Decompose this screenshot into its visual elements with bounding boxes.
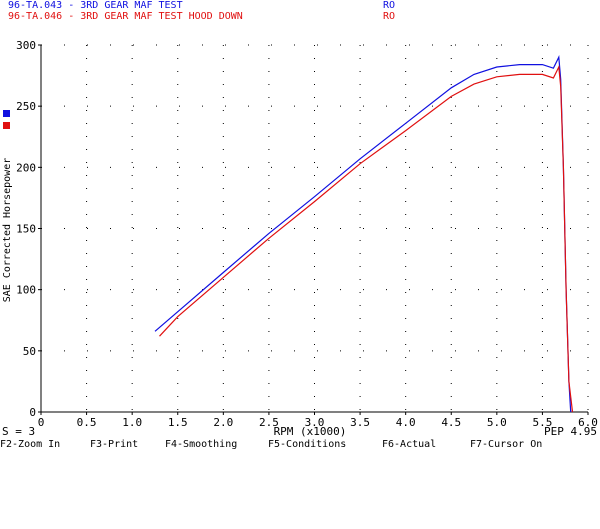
print-key[interactable]: F3-Print <box>90 439 139 450</box>
y-tick-label: 50 <box>23 345 36 358</box>
cursor-on-key[interactable]: F7-Cursor On <box>470 439 543 450</box>
y-tick-label: 200 <box>16 161 36 174</box>
x-axis-label: RPM (x1000) <box>274 425 347 438</box>
pep-status: PEP 4.95 <box>544 425 597 438</box>
x-tick-label: 0.5 <box>77 416 97 429</box>
run1-code: RO <box>383 0 396 11</box>
x-tick-label: 1.5 <box>168 416 188 429</box>
run1-label: 96-TA.043 - 3RD GEAR MAF TEST <box>8 0 183 11</box>
smoothing-key[interactable]: F4-Smoothing <box>165 439 238 450</box>
run2-label: 96-TA.046 - 3RD GEAR MAF TEST HOOD DOWN <box>8 11 243 22</box>
x-tick-label: 1.0 <box>122 416 142 429</box>
x-tick-label: 4.0 <box>396 416 416 429</box>
x-tick-label: 4.5 <box>441 416 461 429</box>
function-key-bar: F2-Zoom In F3-Print F4-Smoothing F5-Cond… <box>0 438 600 451</box>
run2-code: RO <box>383 11 396 22</box>
run1-line <box>154 54 572 413</box>
x-tick-label: 3.5 <box>350 416 370 429</box>
y-tick-label: 250 <box>16 100 36 113</box>
zoom-in-key[interactable]: F2-Zoom In <box>0 439 61 450</box>
conditions-key[interactable]: F5-Conditions <box>268 439 347 450</box>
y-tick-label: 300 <box>16 39 36 52</box>
run2-color-marker <box>3 122 10 129</box>
x-tick-label: 5.0 <box>487 416 507 429</box>
y-tick-label: 150 <box>16 223 36 236</box>
actual-key[interactable]: F6-Actual <box>382 439 437 450</box>
run1-color-marker <box>3 110 10 117</box>
x-tick-label: 0 <box>38 416 45 429</box>
run2-line <box>159 64 574 413</box>
x-tick-label: 2.5 <box>259 416 279 429</box>
x-tick-label: 5.5 <box>532 416 552 429</box>
x-tick-label: 3.0 <box>305 416 325 429</box>
x-tick-label: 6.0 <box>578 416 598 429</box>
smoothing-status: S = 3 <box>2 425 35 438</box>
chart: 0 0.5 1.0 1.5 2.0 2.5 3.0 3.5 4.0 4.5 5.0 5.5 6.0 0 50… <box>2 39 598 438</box>
y-tick-label: 0 <box>29 406 36 419</box>
y-axis-label: SAE Corrected Horsepower <box>2 158 13 303</box>
x-tick-label: 2.0 <box>213 416 233 429</box>
y-tick-label: 100 <box>16 284 36 297</box>
